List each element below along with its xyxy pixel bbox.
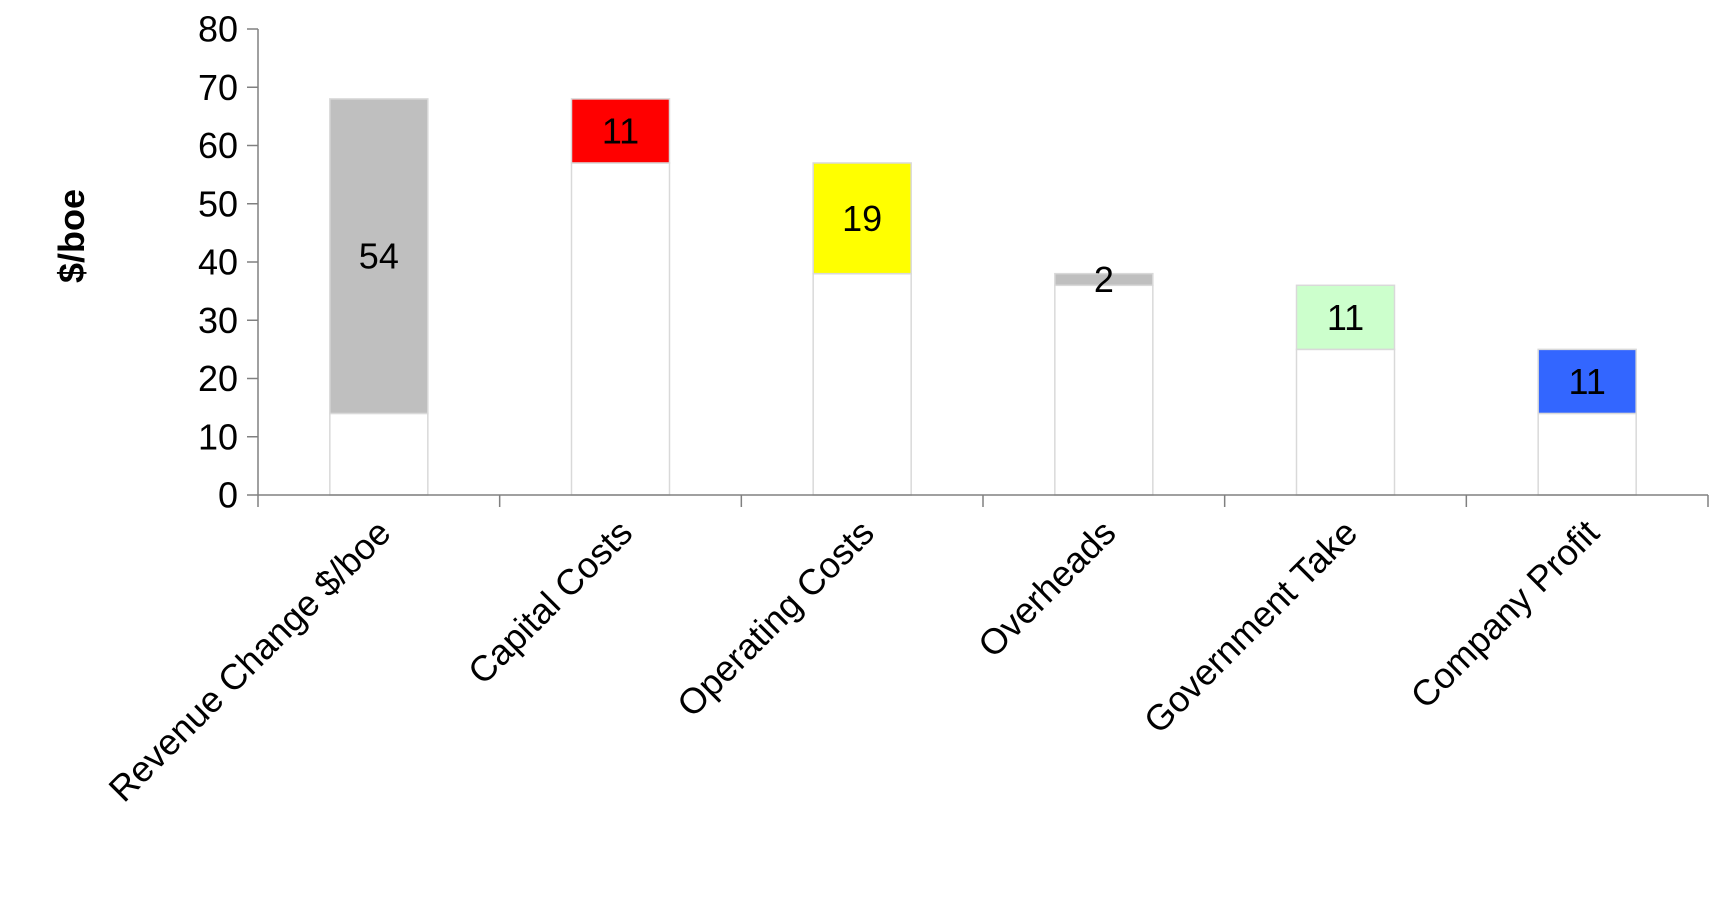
y-tick-label-30: 30 [198, 300, 238, 341]
data-label-revenue-change-boe: 54 [359, 236, 399, 277]
data-label-overheads: 2 [1094, 259, 1114, 300]
x-tick-label-capital-costs: Capital Costs [460, 512, 640, 692]
data-label-government-take: 11 [1327, 297, 1364, 338]
y-tick-label-70: 70 [198, 67, 238, 108]
y-tick-label-10: 10 [198, 416, 238, 457]
bar-capital-costs [570, 98, 671, 164]
y-tick-label-0: 0 [218, 475, 238, 516]
x-tick-label-revenue-change-boe: Revenue Change $/boe [101, 512, 399, 810]
bar-base-government-take [1295, 348, 1396, 496]
bars-layer [329, 98, 1637, 496]
data-label-operating-costs: 19 [842, 198, 882, 239]
bar-government-take [1295, 284, 1396, 351]
bar-base-capital-costs [570, 162, 671, 496]
y-tick-label-60: 60 [198, 125, 238, 166]
y-tick-label-50: 50 [198, 183, 238, 224]
bar-revenue-change-boe [329, 98, 429, 415]
bar-company-profit [1537, 348, 1637, 415]
x-tick-label-government-take: Government Take [1136, 512, 1365, 741]
bar-base-overheads [1054, 284, 1154, 496]
x-tick-label-company-profit: Company Profit [1402, 512, 1606, 716]
bar-operating-costs [812, 162, 912, 275]
data-label-company-profit: 11 [1568, 361, 1605, 402]
y-axis-title: $/boe [51, 189, 92, 283]
x-tick-label-operating-costs: Operating Costs [669, 512, 882, 725]
data-label-capital-costs: 11 [602, 110, 639, 151]
y-tick-label-40: 40 [198, 242, 238, 283]
bar-base-revenue-change-boe [329, 412, 429, 496]
axes-layer [247, 28, 1709, 507]
y-tick-label-20: 20 [198, 358, 238, 399]
bar-base-company-profit [1537, 412, 1637, 496]
bar-overheads [1054, 272, 1154, 287]
x-tick-label-overheads: Overheads [970, 512, 1124, 666]
bar-base-operating-costs [812, 272, 912, 496]
y-tick-label-80: 80 [198, 9, 238, 50]
